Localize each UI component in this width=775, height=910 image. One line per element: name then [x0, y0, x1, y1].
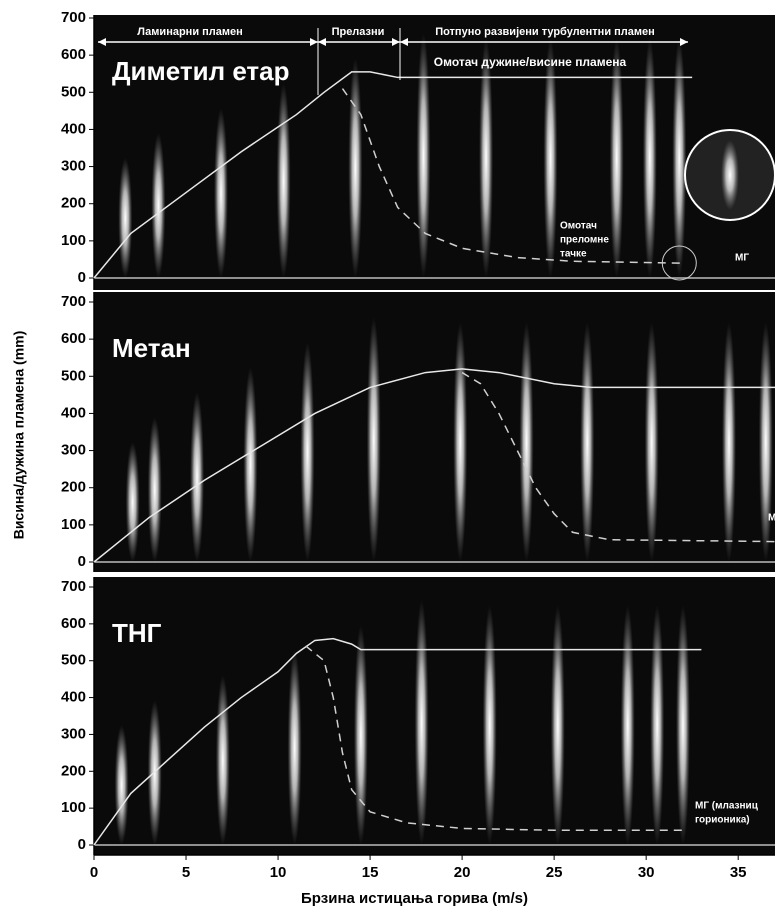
- panel-background: [94, 577, 775, 855]
- flame-photo: [114, 725, 129, 845]
- flame-photo: [758, 322, 773, 562]
- y-tick-label: 300: [61, 442, 86, 459]
- x-axis-label: Брзина истицања горива (m/s): [301, 890, 528, 907]
- annotation: Потпуно развијени турбулентни пламен: [435, 26, 655, 38]
- y-tick-label: 200: [61, 195, 86, 212]
- flame-envelope: [93, 368, 775, 563]
- y-tick-label: 400: [61, 404, 86, 421]
- x-tick-label: 25: [546, 864, 563, 881]
- y-tick-label: 100: [61, 799, 86, 816]
- annotation: Омотач дужине/висине пламена: [434, 55, 627, 69]
- y-tick-label: 200: [61, 762, 86, 779]
- flame-photo: [147, 417, 162, 562]
- flame-photo: [580, 322, 595, 562]
- y-axis-label: Висина/дужина пламена (mm): [11, 331, 27, 540]
- annotation: горионика): [695, 815, 750, 826]
- flame-photo: [215, 675, 230, 845]
- y-tick-label: 400: [61, 689, 86, 706]
- flame-photo: [190, 392, 205, 562]
- y-tick-label: 200: [61, 479, 86, 496]
- x-tick-label: 0: [90, 864, 98, 881]
- x-tick-label: 5: [182, 864, 190, 881]
- y-tick-label: 300: [61, 158, 86, 175]
- annotation: МГ (млазниц: [695, 801, 759, 812]
- y-tick-label: 100: [61, 232, 86, 249]
- y-tick-label: 700: [61, 578, 86, 595]
- annotation: Ламинарни пламен: [137, 26, 243, 38]
- flame-photo: [276, 83, 291, 278]
- flame-photo: [672, 38, 687, 278]
- flame-photo: [366, 317, 381, 562]
- annotation: Прелазни: [332, 26, 385, 38]
- y-tick-label: 600: [61, 46, 86, 63]
- panel-background: [94, 15, 775, 290]
- y-tick-label: 700: [61, 293, 86, 310]
- x-tick-label: 20: [454, 864, 471, 881]
- flame-envelope: [93, 637, 702, 846]
- y-tick-label: 100: [61, 516, 86, 533]
- flame-photo: [550, 605, 565, 845]
- flame-photo: [300, 342, 315, 562]
- panel-background: [94, 292, 775, 572]
- y-tick-label: 300: [61, 725, 86, 742]
- flame-photo: [453, 322, 468, 562]
- x-tick-label: 15: [362, 864, 379, 881]
- flame-photo: [353, 625, 368, 845]
- flame-photo: [479, 38, 494, 278]
- flame-photo: [414, 600, 429, 845]
- y-tick-label: 400: [61, 120, 86, 137]
- breakpoint-envelope: [305, 645, 683, 832]
- annotation: преломне: [560, 235, 609, 246]
- flame-photo: [243, 367, 258, 562]
- flame-photo: [118, 158, 133, 278]
- panel-title: Метан: [112, 333, 191, 363]
- flame-photo: [721, 322, 736, 562]
- annotation: Омотач: [560, 221, 597, 232]
- inset-flame: [721, 140, 739, 210]
- flame-photo: [543, 38, 558, 278]
- x-tick-label: 30: [638, 864, 655, 881]
- flame-photo: [609, 38, 624, 278]
- flame-photo: [287, 650, 302, 845]
- annotation: М: [768, 513, 775, 524]
- y-tick-label: 0: [78, 553, 86, 570]
- breakpoint-envelope: [341, 88, 683, 264]
- y-tick-label: 500: [61, 83, 86, 100]
- y-tick-label: 500: [61, 367, 86, 384]
- flame-photo: [644, 322, 659, 562]
- y-tick-label: 700: [61, 9, 86, 26]
- flame-photo: [650, 605, 665, 845]
- x-tick-label: 10: [270, 864, 287, 881]
- x-tick-label: 35: [730, 864, 747, 881]
- flame-photo: [519, 322, 534, 562]
- y-tick-label: 500: [61, 652, 86, 669]
- annotation: тачке: [560, 249, 587, 260]
- flame-photo: [675, 605, 690, 845]
- breakpoint-envelope: [461, 371, 775, 543]
- flame-photo: [348, 58, 363, 278]
- flame-photo: [213, 108, 228, 278]
- y-tick-label: 0: [78, 269, 86, 286]
- flame-photo: [125, 442, 140, 562]
- panel-title: ТНГ: [112, 618, 162, 648]
- nozzle-circle: [661, 245, 697, 281]
- y-tick-label: 0: [78, 836, 86, 853]
- flame-photo: [482, 605, 497, 845]
- y-tick-label: 600: [61, 615, 86, 632]
- flame-photo: [620, 605, 635, 845]
- flame-photo: [151, 133, 166, 278]
- flame-envelope: [93, 71, 693, 279]
- flame-photo: [416, 33, 431, 278]
- y-tick-label: 600: [61, 330, 86, 347]
- annotation: МГ: [735, 253, 749, 264]
- flame-photo: [642, 38, 657, 278]
- panel-title: Диметил етар: [112, 56, 290, 86]
